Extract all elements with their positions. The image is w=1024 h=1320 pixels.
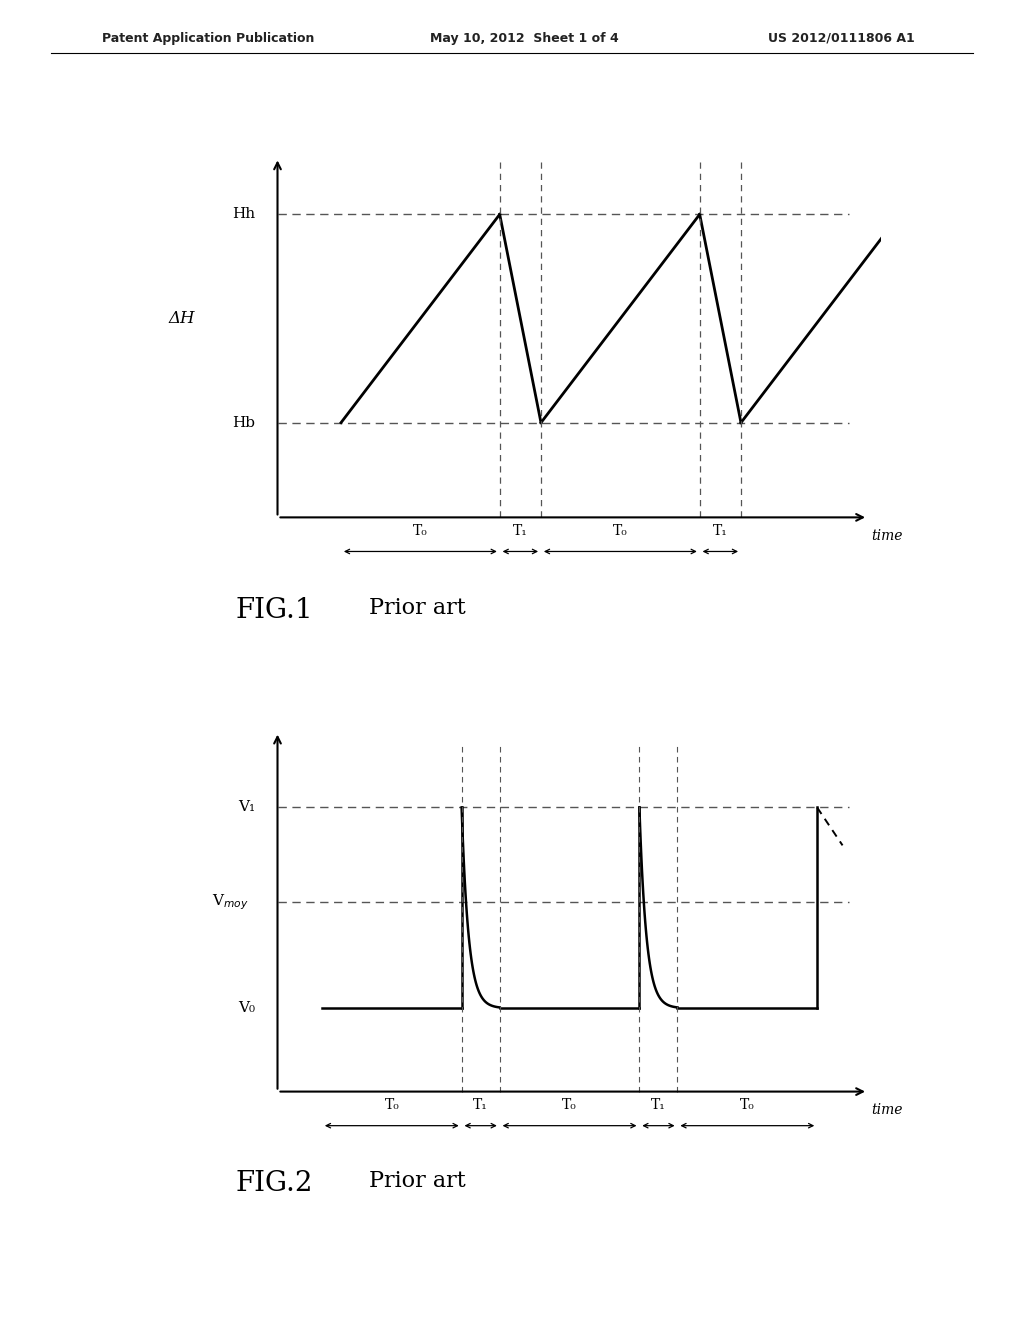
- Text: T₁: T₁: [473, 1098, 488, 1113]
- Text: Hh: Hh: [232, 207, 255, 222]
- Text: V₀: V₀: [239, 1002, 255, 1015]
- Text: T₀: T₀: [562, 1098, 577, 1113]
- Text: V₁: V₁: [239, 800, 255, 814]
- Text: T₁: T₁: [513, 524, 527, 539]
- Text: Patent Application Publication: Patent Application Publication: [102, 32, 314, 45]
- Text: V$_{moy}$: V$_{moy}$: [212, 892, 249, 912]
- Text: Prior art: Prior art: [369, 1170, 465, 1192]
- Text: May 10, 2012  Sheet 1 of 4: May 10, 2012 Sheet 1 of 4: [430, 32, 618, 45]
- Text: ΔH: ΔH: [169, 310, 195, 327]
- Text: FIG.2: FIG.2: [236, 1170, 313, 1196]
- Text: T₀: T₀: [384, 1098, 399, 1113]
- Text: Prior art: Prior art: [369, 597, 465, 619]
- Text: T₁: T₁: [713, 524, 728, 539]
- Text: T₀: T₀: [740, 1098, 755, 1113]
- Text: time: time: [871, 529, 902, 543]
- Text: FIG.1: FIG.1: [236, 597, 313, 623]
- Text: time: time: [871, 1104, 902, 1117]
- Text: US 2012/0111806 A1: US 2012/0111806 A1: [768, 32, 914, 45]
- Text: T₁: T₁: [651, 1098, 666, 1113]
- Text: T₀: T₀: [613, 524, 628, 539]
- Text: T₀: T₀: [413, 524, 428, 539]
- Text: Hb: Hb: [232, 416, 255, 430]
